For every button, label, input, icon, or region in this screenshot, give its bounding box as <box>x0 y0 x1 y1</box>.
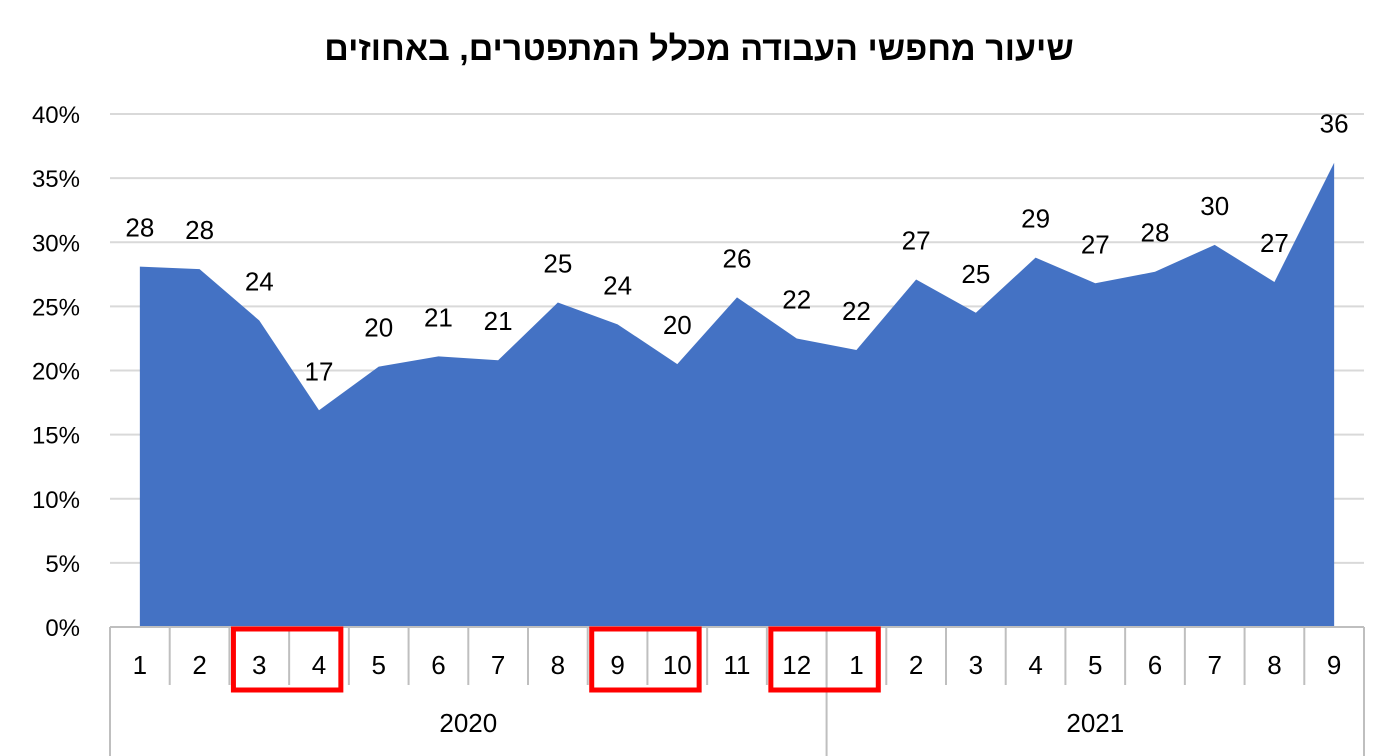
data-label: 24 <box>603 270 632 300</box>
x-tick-label: 9 <box>1327 650 1341 680</box>
x-tick-label: 3 <box>252 650 266 680</box>
data-label: 25 <box>961 259 990 289</box>
x-tick-label: 4 <box>312 650 326 680</box>
data-label: 27 <box>902 225 931 255</box>
x-group-label: 2021 <box>1066 708 1124 738</box>
data-label: 17 <box>305 356 334 386</box>
x-tick-label: 8 <box>551 650 565 680</box>
data-label: 22 <box>782 284 811 314</box>
y-tick-label: 30% <box>32 230 80 257</box>
y-tick-label: 40% <box>32 102 80 129</box>
y-axis-tick-labels: 0% 5% 10% 15% 20% 25% 30% 35% 40% <box>32 102 80 642</box>
data-label: 20 <box>364 313 393 343</box>
data-label: 28 <box>125 213 154 243</box>
x-tick-label: 2 <box>192 650 206 680</box>
data-label: 26 <box>723 243 752 273</box>
y-tick-label: 0% <box>45 615 80 642</box>
data-label: 27 <box>1081 229 1110 259</box>
chart-title: שיעור מחפשי העבודה מכלל המתפטרים, באחוזי… <box>324 30 1073 68</box>
highlight-box <box>230 626 344 693</box>
x-tick-label: 7 <box>491 650 505 680</box>
data-label: 28 <box>1141 218 1170 248</box>
x-tick-label: 4 <box>1028 650 1042 680</box>
data-label: 21 <box>484 306 513 336</box>
x-tick-label: 6 <box>431 650 445 680</box>
x-tick-label: 10 <box>663 650 692 680</box>
x-tick-label: 6 <box>1148 650 1162 680</box>
data-label: 30 <box>1200 191 1229 221</box>
x-tick-label: 1 <box>133 650 147 680</box>
data-labels: 28 28 24 17 20 21 21 25 24 20 26 22 22 27 25 29 27 28 30 27… <box>125 109 1348 387</box>
data-label: 20 <box>663 310 692 340</box>
x-tick-label: 5 <box>371 650 385 680</box>
x-tick-label: 11 <box>724 650 751 680</box>
x-tick-label: 7 <box>1207 650 1221 680</box>
data-label: 29 <box>1021 204 1050 234</box>
y-tick-label: 5% <box>45 551 80 578</box>
y-tick-label: 20% <box>32 359 80 386</box>
y-tick-label: 25% <box>32 294 80 321</box>
data-label: 24 <box>245 266 274 296</box>
x-tick-label: 12 <box>782 650 811 680</box>
y-tick-label: 15% <box>32 423 80 450</box>
data-label: 36 <box>1320 109 1349 139</box>
series-area <box>139 162 1335 628</box>
highlight-boxes <box>230 626 881 693</box>
x-tick-label: 8 <box>1267 650 1281 680</box>
x-tick-label: 1 <box>849 650 863 680</box>
y-tick-label: 10% <box>32 487 80 514</box>
y-tick-label: 35% <box>32 166 80 193</box>
highlight-box <box>768 626 881 693</box>
data-label: 25 <box>543 249 572 279</box>
x-tick-label: 2 <box>909 650 923 680</box>
x-tick-label: 3 <box>969 650 983 680</box>
highlight-box <box>589 626 702 693</box>
data-label: 27 <box>1260 228 1289 258</box>
data-label: 21 <box>424 302 453 332</box>
x-tick-label: 9 <box>610 650 624 680</box>
data-label: 22 <box>842 296 871 326</box>
x-tick-label: 5 <box>1088 650 1102 680</box>
x-group-label: 2020 <box>439 708 497 738</box>
data-label: 28 <box>185 215 214 245</box>
